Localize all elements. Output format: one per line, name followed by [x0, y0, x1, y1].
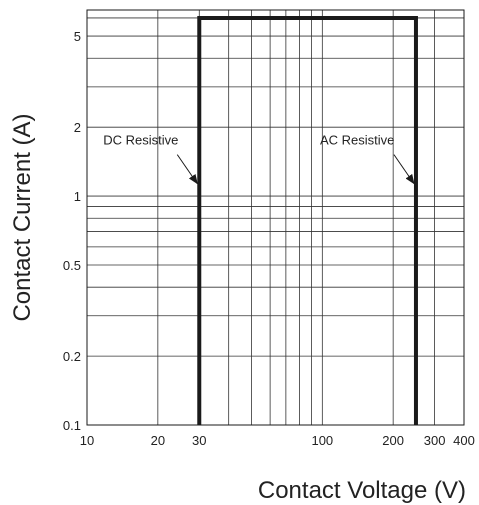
plot-frame [86, 9, 465, 426]
y-tick-labels: 0.1 0.2 0.5 1 2 5 [63, 29, 81, 433]
x-tick-label: 20 [151, 433, 165, 448]
x-tick-label: 30 [192, 433, 206, 448]
x-axis-title: Contact Voltage (V) [258, 477, 466, 504]
y-tick-label: 1 [74, 189, 81, 204]
x-tick-label: 200 [382, 433, 404, 448]
x-tick-label: 10 [80, 433, 94, 448]
x-tick-label: 100 [311, 433, 333, 448]
y-tick-label: 0.2 [63, 349, 81, 364]
y-axis-title: Contact Current (A) [9, 113, 36, 321]
series-layer [197, 15, 418, 425]
y-tick-label: 0.1 [63, 418, 81, 433]
y-tick-label: 5 [74, 29, 81, 44]
annotation-label-0: DC Resistive [103, 133, 178, 148]
y-tick-label: 0.5 [63, 258, 81, 273]
annotation-arrow-0 [176, 154, 198, 185]
annotations: DC Resistive AC Resistive [103, 133, 415, 185]
x-tick-label: 300 [424, 433, 446, 448]
annotation-arrow-1 [393, 154, 415, 185]
series-line-0 [197, 15, 418, 425]
grid [87, 10, 464, 425]
y-tick-label: 2 [74, 120, 81, 135]
x-tick-labels: 10 20 30 100 200 300 400 [80, 433, 475, 448]
x-tick-label: 400 [453, 433, 475, 448]
annotation-label-1: AC Resistive [320, 133, 394, 148]
